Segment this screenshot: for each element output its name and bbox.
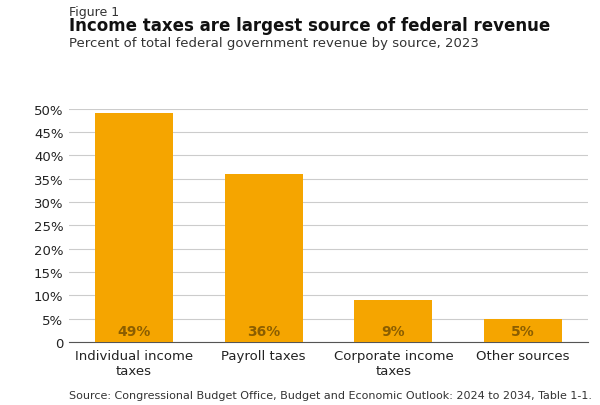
Text: Source: Congressional Budget Office, Budget and Economic Outlook: 2024 to 2034, : Source: Congressional Budget Office, Bud… — [69, 390, 592, 400]
Text: Percent of total federal government revenue by source, 2023: Percent of total federal government reve… — [69, 36, 479, 49]
Bar — [224, 175, 302, 342]
Text: 49%: 49% — [117, 324, 151, 339]
Text: 36%: 36% — [247, 324, 280, 339]
Text: 9%: 9% — [382, 324, 405, 339]
Text: 5%: 5% — [511, 324, 535, 339]
Bar — [355, 301, 432, 342]
Text: Income taxes are largest source of federal revenue: Income taxes are largest source of feder… — [69, 17, 550, 35]
Bar — [484, 319, 562, 342]
Bar — [95, 114, 173, 342]
Text: Figure 1: Figure 1 — [69, 6, 119, 19]
